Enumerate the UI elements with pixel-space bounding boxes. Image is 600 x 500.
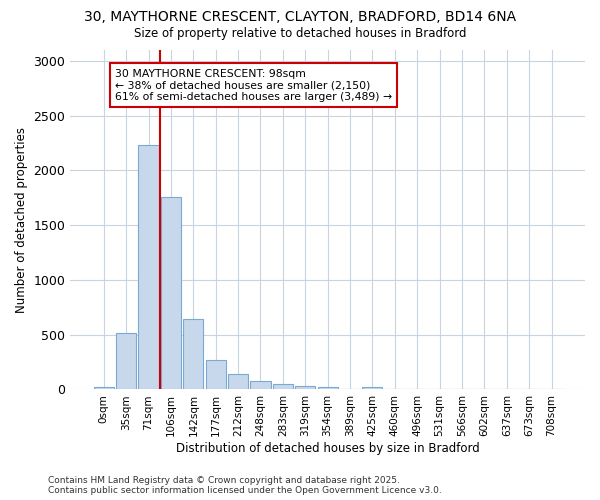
Bar — [206, 360, 226, 390]
Bar — [139, 146, 158, 390]
Text: 30, MAYTHORNE CRESCENT, CLAYTON, BRADFORD, BD14 6NA: 30, MAYTHORNE CRESCENT, CLAYTON, BRADFOR… — [84, 10, 516, 24]
Text: Contains HM Land Registry data © Crown copyright and database right 2025.
Contai: Contains HM Land Registry data © Crown c… — [48, 476, 442, 495]
Bar — [183, 320, 203, 390]
X-axis label: Distribution of detached houses by size in Bradford: Distribution of detached houses by size … — [176, 442, 479, 455]
Bar — [116, 332, 136, 390]
Bar — [340, 389, 360, 390]
Bar — [161, 196, 181, 390]
Text: Size of property relative to detached houses in Bradford: Size of property relative to detached ho… — [134, 28, 466, 40]
Bar — [362, 386, 382, 390]
Bar — [228, 374, 248, 390]
Bar — [317, 388, 338, 390]
Y-axis label: Number of detached properties: Number of detached properties — [15, 126, 28, 312]
Bar — [295, 386, 316, 390]
Text: 30 MAYTHORNE CRESCENT: 98sqm
← 38% of detached houses are smaller (2,150)
61% of: 30 MAYTHORNE CRESCENT: 98sqm ← 38% of de… — [115, 68, 392, 102]
Bar — [273, 384, 293, 390]
Bar — [250, 381, 271, 390]
Bar — [94, 388, 114, 390]
